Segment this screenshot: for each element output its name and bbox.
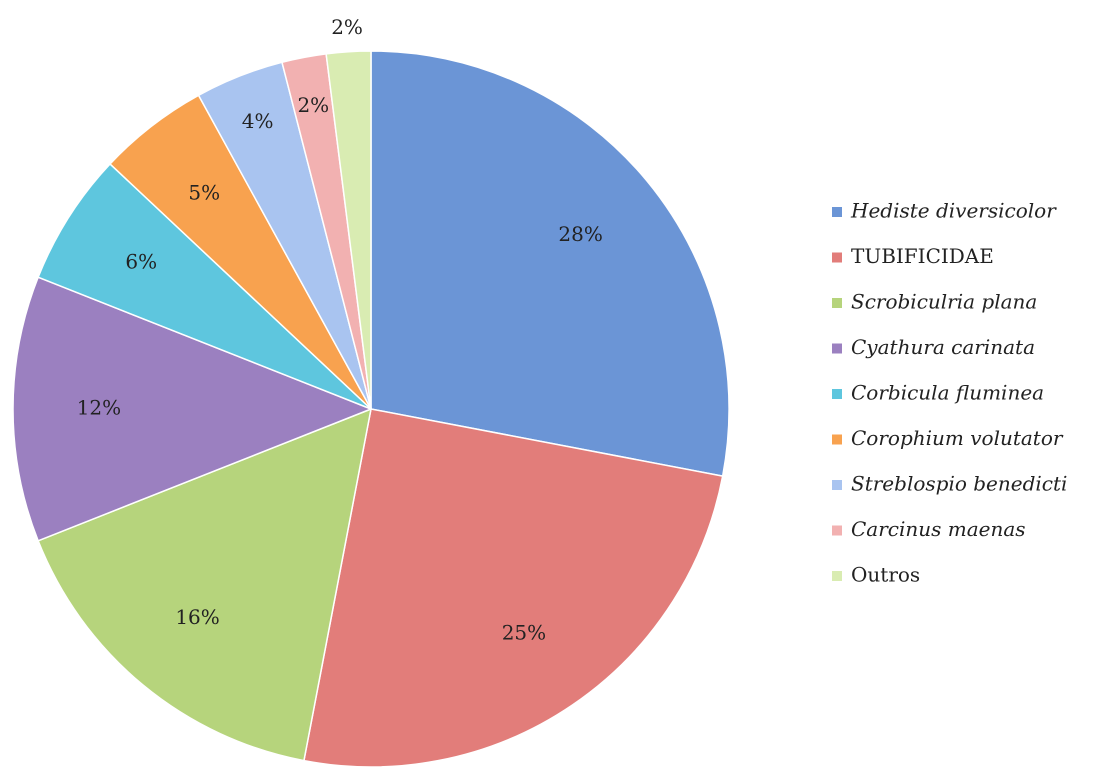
pie-slice — [37, 162, 372, 410]
legend-label: Corophium volutator — [851, 426, 1064, 450]
data-label: 16% — [175, 605, 219, 629]
legend-label: Outros — [851, 563, 920, 587]
data-label: 2% — [297, 93, 329, 117]
data-label: 25% — [502, 621, 546, 645]
data-label: 12% — [77, 396, 121, 420]
legend-swatch — [832, 298, 842, 308]
legend-label: Corbicula fluminea — [851, 381, 1044, 405]
legend-label: Scrobiculria plana — [851, 290, 1037, 314]
legend-swatch — [832, 480, 842, 490]
legend-swatch — [832, 434, 842, 445]
legend-label: Streblospio benedicti — [851, 472, 1067, 496]
data-label: 4% — [242, 109, 274, 133]
legend-label: Hediste diversicolor — [850, 199, 1057, 223]
legend-swatch — [832, 525, 842, 536]
pie-slice — [303, 408, 724, 768]
legend-label: Cyathura carinata — [851, 335, 1035, 359]
legend-label: Carcinus maenas — [851, 517, 1026, 541]
data-label: 28% — [558, 222, 602, 246]
pie-slice — [12, 276, 374, 542]
legend-label: TUBIFICIDAE — [851, 244, 994, 268]
data-label: 2% — [331, 15, 363, 39]
legend-swatch — [832, 389, 842, 399]
pie-slice — [37, 407, 372, 762]
legend-swatch — [832, 207, 842, 217]
legend-swatch — [832, 252, 842, 263]
pie-slice — [325, 50, 372, 410]
data-label: 6% — [125, 250, 157, 274]
data-label: 5% — [188, 181, 220, 205]
pie-slice — [370, 50, 730, 477]
legend-swatch — [832, 343, 842, 354]
legend-swatch — [832, 571, 842, 581]
